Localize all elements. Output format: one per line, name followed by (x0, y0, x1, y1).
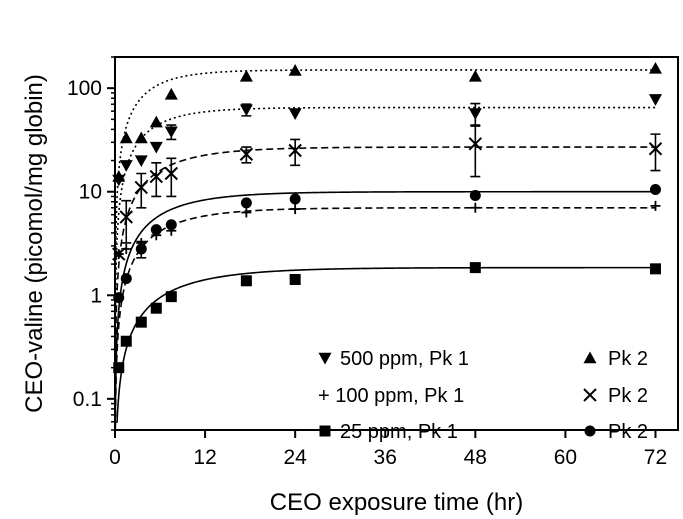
x-tick-label: 12 (193, 446, 216, 469)
x-tick-label: 72 (644, 446, 667, 469)
data-point (240, 275, 252, 287)
data-point (165, 219, 177, 231)
x-tick-label: 36 (374, 446, 397, 469)
y-tick-label: 100 (67, 77, 102, 100)
data-point (241, 207, 252, 218)
legend-marker (584, 425, 596, 437)
error-bar (650, 133, 661, 172)
y-tick-label: 0.1 (73, 388, 102, 411)
data-point (240, 197, 252, 209)
legend-marker (583, 388, 597, 402)
x-tick-label: 48 (464, 446, 487, 469)
data-point (648, 142, 663, 156)
legend-label: Pk 2 (608, 421, 648, 443)
data-point (119, 160, 133, 172)
data-point (239, 69, 253, 82)
data-point (120, 273, 132, 285)
data-point (135, 243, 147, 255)
data-point (239, 104, 253, 117)
data-point (134, 131, 148, 144)
data-point (150, 302, 162, 314)
legend-marker (583, 351, 597, 364)
legend: 500 ppm, Pk 1 Pk 2 + 100 ppm, Pk 1 Pk 2 25 p… (318, 348, 648, 443)
data-point (134, 180, 148, 195)
data-point (119, 131, 133, 144)
data-point (119, 210, 133, 224)
legend-marker (319, 425, 331, 437)
data-point (469, 189, 481, 201)
error-bar (166, 157, 177, 198)
x-axis-ticks: 0 12 24 36 48 60 72 (109, 430, 667, 469)
data-point (239, 147, 254, 161)
data-point (470, 202, 481, 213)
legend-label: 500 ppm, Pk 1 (340, 348, 469, 370)
legend-label: 25 ppm, Pk 1 (340, 421, 458, 443)
data-markers (112, 61, 663, 374)
data-point (468, 69, 482, 82)
x-tick-label: 60 (554, 446, 577, 469)
fit-curve (114, 190, 656, 412)
data-point (649, 263, 661, 275)
error-bars (121, 102, 661, 259)
data-point (648, 94, 662, 106)
data-point (164, 126, 178, 139)
data-point (164, 166, 179, 181)
error-bar (151, 162, 162, 198)
data-point (164, 87, 178, 100)
fit-curve (114, 146, 656, 368)
x-tick-label: 0 (109, 446, 121, 469)
legend-marker (318, 352, 332, 365)
legend-label: Pk 2 (608, 348, 648, 370)
data-point (649, 184, 661, 196)
data-point (149, 141, 163, 154)
data-point (648, 61, 662, 74)
data-point (468, 137, 483, 151)
data-point (150, 224, 162, 236)
data-point (290, 204, 301, 215)
data-point (289, 274, 301, 286)
fit-curve (114, 69, 656, 274)
error-bar (121, 199, 132, 244)
error-bar (290, 138, 301, 167)
x-tick-label: 24 (283, 446, 307, 469)
data-point (650, 200, 661, 211)
data-point (288, 143, 302, 158)
data-point (135, 316, 147, 328)
data-point (165, 291, 177, 303)
data-point (113, 362, 125, 374)
data-point (468, 108, 482, 120)
error-bar (136, 172, 147, 209)
fit-curve (114, 106, 656, 315)
data-point (113, 292, 125, 304)
plot-frame (114, 56, 679, 431)
data-point (289, 193, 301, 205)
y-axis-title: CEO-valine (picomol/mg globin) (21, 74, 48, 413)
data-point (120, 335, 132, 347)
error-bar (470, 124, 481, 178)
data-point (288, 108, 302, 120)
data-point (469, 262, 481, 274)
y-tick-label: 1 (90, 284, 102, 307)
legend-label: + 100 ppm, Pk 1 (318, 385, 464, 407)
data-point (288, 64, 302, 76)
data-point (134, 155, 148, 168)
y-axis-ticks: 0.1 1 10 100 (67, 56, 115, 431)
data-point (149, 169, 163, 184)
y-tick-label: 10 (79, 181, 102, 204)
x-axis-title: CEO exposure time (hr) (270, 489, 523, 516)
legend-label: Pk 2 (608, 385, 648, 407)
fit-curves (114, 69, 656, 428)
data-point (149, 115, 163, 128)
